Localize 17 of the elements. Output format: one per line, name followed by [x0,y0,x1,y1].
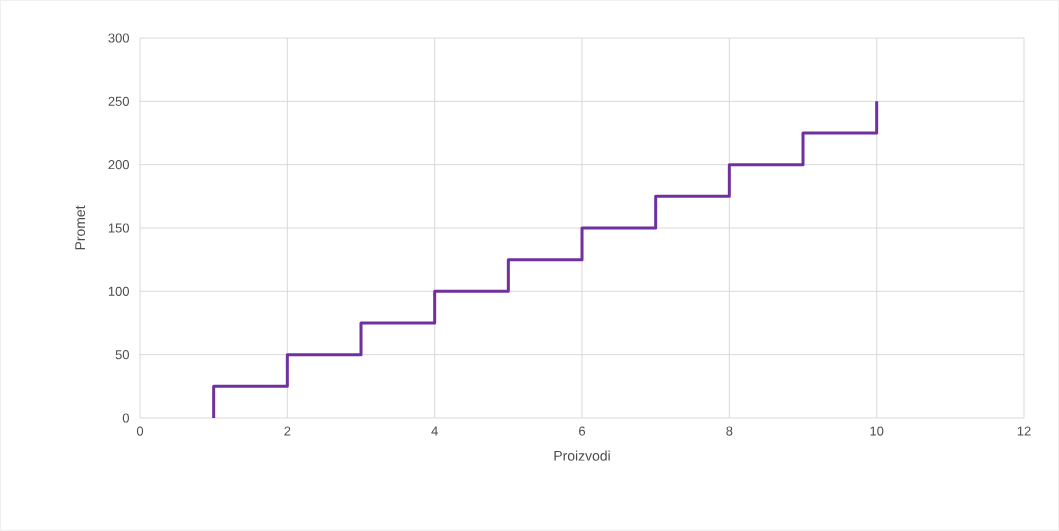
x-tick-label: 4 [431,426,438,436]
x-tick-label: 8 [726,426,733,436]
x-tick-label: 10 [870,426,884,436]
y-axis-title: Promet [75,205,86,250]
x-tick-label: 6 [579,426,586,436]
y-tick-label: 200 [108,160,129,170]
y-tick-label: 250 [108,96,129,106]
x-tick-label: 0 [136,426,144,436]
y-tick-label: 150 [108,223,129,233]
x-axis-title: Proizvodi [554,450,610,461]
y-tick-label: 100 [108,286,129,296]
y-tick-label: 0 [122,413,129,423]
line-series [212,99,879,418]
x-tick-label: 2 [284,426,291,436]
y-tick-label: 50 [115,350,129,360]
y-tick-label: 300 [108,33,129,43]
x-tick-label: 12 [1017,426,1031,436]
